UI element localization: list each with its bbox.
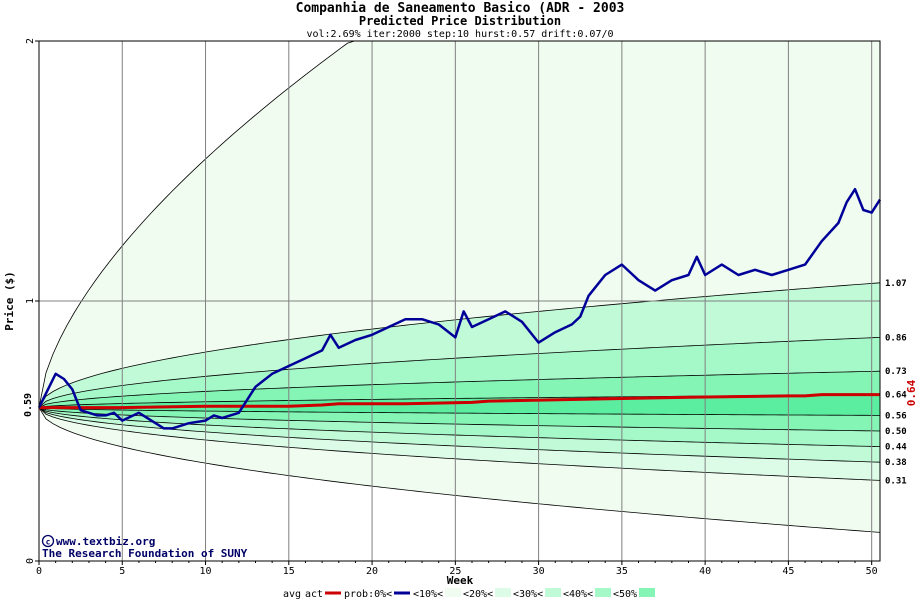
quantile-curve [38,407,881,463]
x-tick-label: 30 [533,566,545,577]
quantile-label: 1.07 [885,279,907,289]
probability-band [39,407,880,533]
legend-label: avg [283,589,301,600]
y-axis-label: Price ($) [3,271,16,331]
probability-band [39,407,880,447]
quantile-label: 0.64 [885,391,907,401]
quantile-label: 0.73 [885,367,907,377]
watermark-org: The Research Foundation of SUNY [42,547,248,560]
probability-band [39,337,880,408]
x-tick-label: 20 [366,566,378,577]
x-tick-label: 40 [699,566,711,577]
legend-label: act [305,589,323,600]
probability-band [39,407,880,463]
legend-swatch [545,588,561,597]
quantile-curve [38,370,881,408]
probability-band [39,407,880,481]
legend-label: <50% [613,589,637,600]
quantile-curve [38,407,881,533]
quantile-curve [38,337,881,408]
watermark-url: www.textbiz.org [56,535,155,548]
x-tick-label: 5 [119,566,125,577]
y-axis-ticks: 0 1 2 [25,38,39,564]
copyright-icon-letter: c [46,538,51,547]
x-axis-ticks: 0 5 10 15 20 25 30 35 40 45 50 [36,561,878,577]
quantile-curve [38,407,881,481]
quantile-curve [38,407,881,432]
probability-band [39,394,880,416]
quantile-label: 0.44 [885,443,907,453]
quantile-label: 0.86 [885,333,907,343]
y-tick-label: 0 [25,558,36,564]
quantile-curve [38,407,881,416]
legend-label: <30%< [513,589,543,600]
x-axis-label: Week [447,574,474,587]
x-tick-label: 10 [200,566,212,577]
legend-swatch [595,588,611,597]
probability-band [39,407,880,431]
quantile-label: 0.56 [885,411,907,421]
y-tick-label: 2 [25,38,36,44]
start-price-label: 0.59 [23,393,34,417]
legend-label: <10%< [413,589,443,600]
quantile-label: 0.50 [885,427,907,437]
avg-series-line [39,393,880,410]
legend-swatch [639,588,655,597]
chart-title: Companhia de Saneamento Basico (ADR - 20… [296,1,625,16]
legend-swatch [445,588,461,597]
quantile-label: 0.31 [885,476,907,486]
probability-band [39,41,880,408]
legend-label: <40%< [563,589,593,600]
quantile-curve [38,407,881,447]
quantile-curve [38,282,881,408]
copyright-icon [41,534,55,548]
x-tick-label: 35 [616,566,628,577]
legend-label: <20%< [463,589,493,600]
actual-price-line [37,187,882,430]
x-tick-label: 15 [283,566,295,577]
quantile-labels: 0.31 0.38 0.44 0.50 0.56 0.64 0.73 0.86 1.07 [885,279,907,487]
chart-subtitle: Predicted Price Distribution [359,14,561,28]
probability-band [39,282,880,408]
x-tick-label: 45 [782,566,794,577]
x-tick-label: 0 [36,566,42,577]
series-lines [37,187,882,430]
final-avg-label: 0.64 [905,379,918,406]
x-tick-label: 50 [866,566,878,577]
quantile-label: 0.38 [885,458,907,468]
y-tick-label: 1 [25,298,36,304]
legend-swatch [495,588,511,597]
legend: avg act prob:0%< <10%< <20%< <30%< <40%< <50% [283,588,655,600]
grid-lines [39,41,880,561]
chart-params: vol:2.69% iter:2000 step:10 hurst:0.57 d… [306,29,613,40]
legend-label: prob:0%< [344,589,392,600]
x-tick-label: 25 [449,566,461,577]
